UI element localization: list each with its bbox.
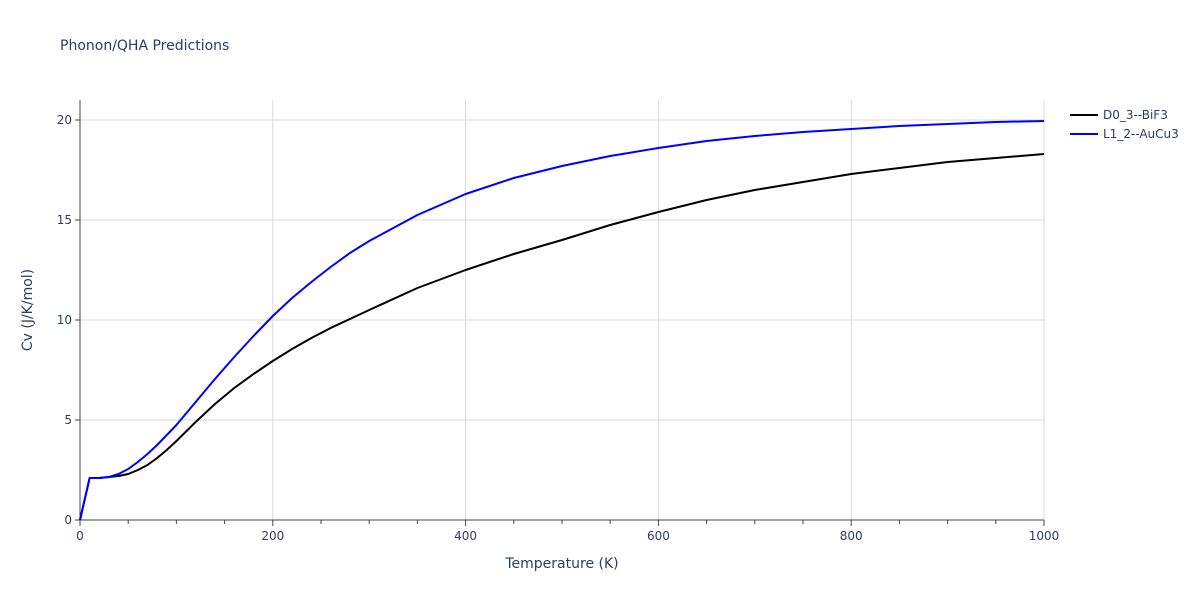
- series-line-1: [79, 120, 1045, 521]
- y-tick-label: 20: [57, 113, 72, 127]
- chart-title: Phonon/QHA Predictions: [60, 38, 229, 54]
- legend-label: D0_3--BiF3: [1103, 108, 1168, 122]
- series-lines: [79, 120, 1045, 521]
- x-tick-label: 800: [840, 529, 863, 543]
- y-tick-label: 0: [64, 513, 72, 527]
- x-tick-label: 0: [76, 529, 84, 543]
- legend-label: L1_2--AuCu3: [1103, 127, 1179, 141]
- legend-item-1[interactable]: L1_2--AuCu3: [1070, 127, 1179, 141]
- y-axis-title: Cv (J/K/mol): [20, 269, 36, 351]
- y-tick-label: 15: [57, 213, 72, 227]
- y-tick-label: 5: [64, 413, 72, 427]
- x-tick-label: 1000: [1029, 529, 1060, 543]
- y-tick-label: 10: [57, 313, 72, 327]
- x-tick-label: 600: [647, 529, 670, 543]
- series-line-0: [79, 153, 1045, 521]
- legend[interactable]: D0_3--BiF3 L1_2--AuCu3: [1070, 108, 1179, 141]
- x-tick-label: 400: [454, 529, 477, 543]
- x-axis-title: Temperature (K): [504, 556, 618, 572]
- x-tick-label: 200: [261, 529, 284, 543]
- axes: 0 200 400 600 800 1000 0 5 10 15 20: [57, 100, 1060, 543]
- legend-item-0[interactable]: D0_3--BiF3: [1070, 108, 1168, 122]
- grid: [80, 100, 1045, 520]
